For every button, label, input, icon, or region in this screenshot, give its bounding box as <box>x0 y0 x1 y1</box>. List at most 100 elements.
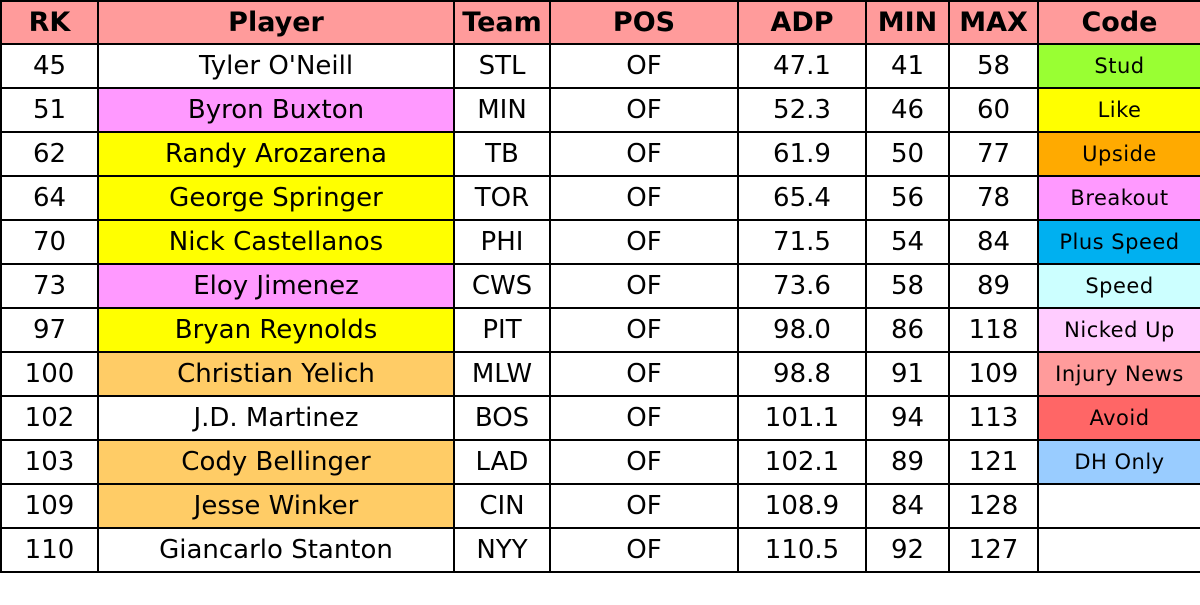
cell-max: 77 <box>948 131 1039 177</box>
cell-adp: 101.1 <box>737 395 867 441</box>
cell-max: 127 <box>948 527 1039 573</box>
cell-min: 58 <box>865 263 950 309</box>
cell-team: NYY <box>453 527 551 573</box>
code-legend-cell: Stud <box>1037 43 1200 89</box>
cell-pos: OF <box>549 395 739 441</box>
cell-team: CWS <box>453 263 551 309</box>
code-legend-cell: Speed <box>1037 263 1200 309</box>
code-legend-cell <box>1037 483 1200 529</box>
cell-player: Christian Yelich <box>97 351 455 397</box>
code-legend-cell <box>1037 527 1200 573</box>
cell-player: Cody Bellinger <box>97 439 455 485</box>
cell-max: 60 <box>948 87 1039 133</box>
cell-min: 50 <box>865 131 950 177</box>
cell-adp: 98.8 <box>737 351 867 397</box>
cell-adp: 65.4 <box>737 175 867 221</box>
cell-rk: 103 <box>0 439 99 485</box>
cell-rk: 51 <box>0 87 99 133</box>
cell-pos: OF <box>549 219 739 265</box>
cell-pos: OF <box>549 131 739 177</box>
cell-rk: 62 <box>0 131 99 177</box>
table-row: 51 Byron Buxton MIN OF 52.3 46 60 Like <box>0 87 1200 133</box>
cell-adp: 108.9 <box>737 483 867 529</box>
cell-rk: 97 <box>0 307 99 353</box>
cell-max: 128 <box>948 483 1039 529</box>
cell-min: 94 <box>865 395 950 441</box>
header-max: MAX <box>948 0 1039 45</box>
header-code: Code <box>1037 0 1200 45</box>
cell-team: PIT <box>453 307 551 353</box>
header-pos: POS <box>549 0 739 45</box>
cell-team: TOR <box>453 175 551 221</box>
table-row: 73 Eloy Jimenez CWS OF 73.6 58 89 Speed <box>0 263 1200 309</box>
cell-rk: 110 <box>0 527 99 573</box>
cell-adp: 102.1 <box>737 439 867 485</box>
cell-player: Nick Castellanos <box>97 219 455 265</box>
header-rk: RK <box>0 0 99 45</box>
cell-rk: 70 <box>0 219 99 265</box>
header-min: MIN <box>865 0 950 45</box>
cell-max: 113 <box>948 395 1039 441</box>
cell-pos: OF <box>549 483 739 529</box>
code-legend-cell: Like <box>1037 87 1200 133</box>
header-player: Player <box>97 0 455 45</box>
table-row: 97 Bryan Reynolds PIT OF 98.0 86 118 Nicked Up <box>0 307 1200 353</box>
code-legend-cell: Avoid <box>1037 395 1200 441</box>
cell-pos: OF <box>549 43 739 89</box>
cell-max: 84 <box>948 219 1039 265</box>
cell-max: 58 <box>948 43 1039 89</box>
cell-team: MLW <box>453 351 551 397</box>
table-row: 109 Jesse Winker CIN OF 108.9 84 128 <box>0 483 1200 529</box>
cell-adp: 73.6 <box>737 263 867 309</box>
cell-min: 84 <box>865 483 950 529</box>
adp-table: RK Player Team POS ADP MIN MAX Code 45 Ty… <box>0 0 1200 573</box>
cell-adp: 110.5 <box>737 527 867 573</box>
cell-player: Eloy Jimenez <box>97 263 455 309</box>
cell-team: BOS <box>453 395 551 441</box>
cell-max: 121 <box>948 439 1039 485</box>
cell-min: 91 <box>865 351 950 397</box>
cell-player: Jesse Winker <box>97 483 455 529</box>
header-adp: ADP <box>737 0 867 45</box>
code-legend-cell: DH Only <box>1037 439 1200 485</box>
cell-max: 89 <box>948 263 1039 309</box>
header-team: Team <box>453 0 551 45</box>
code-legend-cell: Nicked Up <box>1037 307 1200 353</box>
cell-rk: 64 <box>0 175 99 221</box>
cell-adp: 52.3 <box>737 87 867 133</box>
cell-max: 78 <box>948 175 1039 221</box>
cell-min: 92 <box>865 527 950 573</box>
cell-pos: OF <box>549 439 739 485</box>
cell-player: Bryan Reynolds <box>97 307 455 353</box>
table-row: 110 Giancarlo Stanton NYY OF 110.5 92 127 <box>0 527 1200 573</box>
cell-adp: 98.0 <box>737 307 867 353</box>
cell-pos: OF <box>549 263 739 309</box>
cell-adp: 71.5 <box>737 219 867 265</box>
code-legend-cell: Injury News <box>1037 351 1200 397</box>
cell-min: 56 <box>865 175 950 221</box>
table-row: 62 Randy Arozarena TB OF 61.9 50 77 Upside <box>0 131 1200 177</box>
cell-team: CIN <box>453 483 551 529</box>
table-row: 64 George Springer TOR OF 65.4 56 78 Breakout <box>0 175 1200 221</box>
code-legend-cell: Plus Speed <box>1037 219 1200 265</box>
table-row: 102 J.D. Martinez BOS OF 101.1 94 113 Avoid <box>0 395 1200 441</box>
cell-team: PHI <box>453 219 551 265</box>
table-row: 100 Christian Yelich MLW OF 98.8 91 109 Injury … <box>0 351 1200 397</box>
cell-player: J.D. Martinez <box>97 395 455 441</box>
cell-rk: 73 <box>0 263 99 309</box>
code-legend-cell: Breakout <box>1037 175 1200 221</box>
cell-max: 109 <box>948 351 1039 397</box>
cell-pos: OF <box>549 175 739 221</box>
cell-team: STL <box>453 43 551 89</box>
cell-player: Tyler O'Neill <box>97 43 455 89</box>
table-row: 70 Nick Castellanos PHI OF 71.5 54 84 Plus Spee… <box>0 219 1200 265</box>
cell-adp: 61.9 <box>737 131 867 177</box>
cell-player: Randy Arozarena <box>97 131 455 177</box>
table-row: 103 Cody Bellinger LAD OF 102.1 89 121 DH Only <box>0 439 1200 485</box>
cell-rk: 100 <box>0 351 99 397</box>
table-body: 45 Tyler O'Neill STL OF 47.1 41 58 Stud 51 Byron … <box>0 43 1200 573</box>
cell-pos: OF <box>549 527 739 573</box>
cell-min: 86 <box>865 307 950 353</box>
code-legend-cell: Upside <box>1037 131 1200 177</box>
table-row: 45 Tyler O'Neill STL OF 47.1 41 58 Stud <box>0 43 1200 89</box>
